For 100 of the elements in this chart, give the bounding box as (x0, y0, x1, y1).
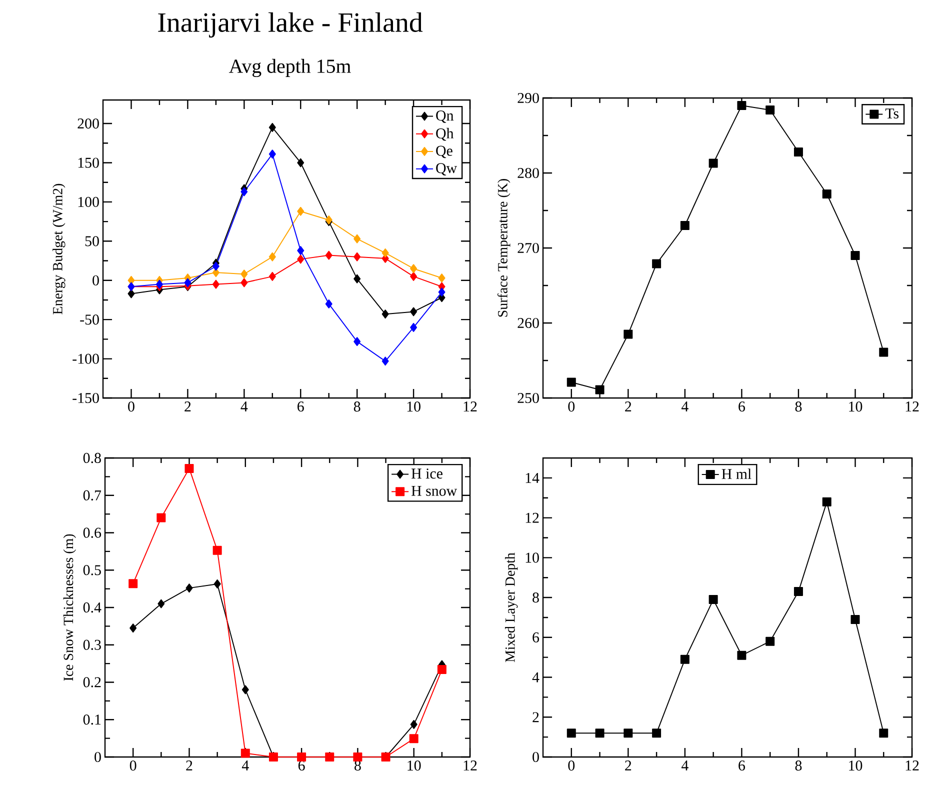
y-tick-label: 0.3 (83, 640, 101, 650)
point (156, 280, 163, 289)
point (242, 685, 249, 694)
y-tick-label: 200 (78, 118, 99, 129)
point (680, 221, 690, 230)
point (624, 728, 633, 738)
x-tick-label: 8 (795, 402, 802, 412)
y-tick-label: 2 (532, 712, 539, 722)
point (708, 158, 718, 168)
point (410, 720, 418, 729)
y-tick-label: 0 (94, 752, 101, 762)
point (438, 288, 446, 297)
x-tick-label: 2 (625, 760, 632, 770)
x-tick-label: 4 (242, 760, 249, 770)
y-tick-label: -100 (72, 354, 99, 364)
point (212, 280, 220, 289)
y-tick-label: 0 (92, 275, 99, 286)
point (240, 748, 250, 758)
point (130, 624, 137, 633)
legend-label: Qw (436, 163, 458, 176)
x-tick-label: 10 (407, 402, 420, 412)
point (410, 307, 418, 316)
y-tick-label: 12 (526, 512, 539, 523)
x-tick-label: 8 (795, 760, 802, 771)
y-tick-label: 8 (532, 592, 539, 603)
point (214, 579, 221, 588)
point (680, 654, 690, 664)
x-tick-label: 4 (681, 402, 688, 412)
y-axis-title: Energy Budget (W/m2) (52, 184, 66, 314)
point (297, 246, 304, 256)
y-tick-label: 0.6 (83, 528, 102, 538)
y-tick-label: 270 (518, 242, 539, 254)
legend-label: Qe (436, 146, 452, 158)
point (437, 665, 446, 674)
point (240, 270, 248, 279)
y-tick-label: 4 (532, 672, 540, 682)
y-axis-title: Ice Snow Thicknesses (m) (63, 534, 76, 681)
legend-label: Qn (436, 110, 454, 123)
y-tick-label: 290 (518, 92, 539, 104)
point (566, 378, 576, 387)
point (212, 262, 220, 271)
x-tick-label: 0 (568, 760, 575, 771)
y-tick-label: 150 (78, 158, 99, 168)
x-tick-label: 4 (240, 402, 248, 412)
x-tick-label: 12 (464, 402, 477, 412)
x-tick-label: 2 (625, 402, 632, 412)
point (595, 385, 604, 394)
x-tick-label: 12 (464, 760, 477, 770)
point (128, 579, 138, 588)
point (737, 101, 746, 110)
y-tick-label: 6 (532, 632, 540, 642)
y-tick-label: 0.8 (83, 452, 101, 464)
point (410, 264, 418, 274)
legend-label: H snow (411, 486, 458, 496)
chart-subtitle: Avg depth 15m (228, 58, 351, 78)
point (382, 248, 389, 258)
point (212, 546, 222, 555)
legend-label: Qh (436, 128, 454, 141)
point (794, 148, 803, 156)
point (708, 595, 718, 604)
y-tick-label: -50 (80, 314, 99, 325)
point (268, 252, 276, 262)
y-tick-label: 10 (526, 552, 539, 563)
point (186, 584, 193, 593)
point (652, 259, 662, 268)
x-tick-label: 6 (738, 402, 745, 412)
y-tick-label: -150 (72, 392, 99, 404)
y-tick-label: 0.2 (83, 677, 101, 688)
y-tick-label: 280 (518, 168, 539, 178)
x-tick-label: 2 (186, 760, 192, 770)
point (737, 650, 746, 660)
point (850, 614, 860, 624)
point (325, 299, 332, 308)
point (879, 728, 888, 738)
point (158, 599, 165, 608)
x-tick-label: 12 (906, 760, 919, 770)
x-tick-label: 10 (849, 760, 862, 771)
y-tick-label: 0.7 (83, 490, 102, 500)
y-tick-label: 250 (518, 392, 539, 404)
y-tick-label: 50 (85, 236, 99, 246)
x-tick-label: 10 (408, 760, 421, 771)
x-tick-label: 0 (568, 402, 575, 412)
point (297, 158, 304, 168)
point (822, 497, 832, 506)
point (382, 356, 389, 366)
point (184, 278, 192, 288)
y-tick-label: 0.4 (83, 602, 102, 613)
point (595, 728, 604, 738)
y-tick-label: 0 (532, 752, 539, 762)
y-tick-label: 0.1 (83, 714, 101, 725)
point (354, 252, 361, 262)
x-tick-label: 6 (298, 402, 304, 412)
point (354, 234, 361, 244)
point (354, 337, 361, 346)
point (879, 348, 888, 357)
point (184, 464, 194, 473)
y-tick-label: 0.5 (83, 565, 101, 576)
point (822, 190, 832, 198)
y-axis-title: Surface Temperature (K) (497, 179, 510, 317)
point (382, 310, 389, 319)
